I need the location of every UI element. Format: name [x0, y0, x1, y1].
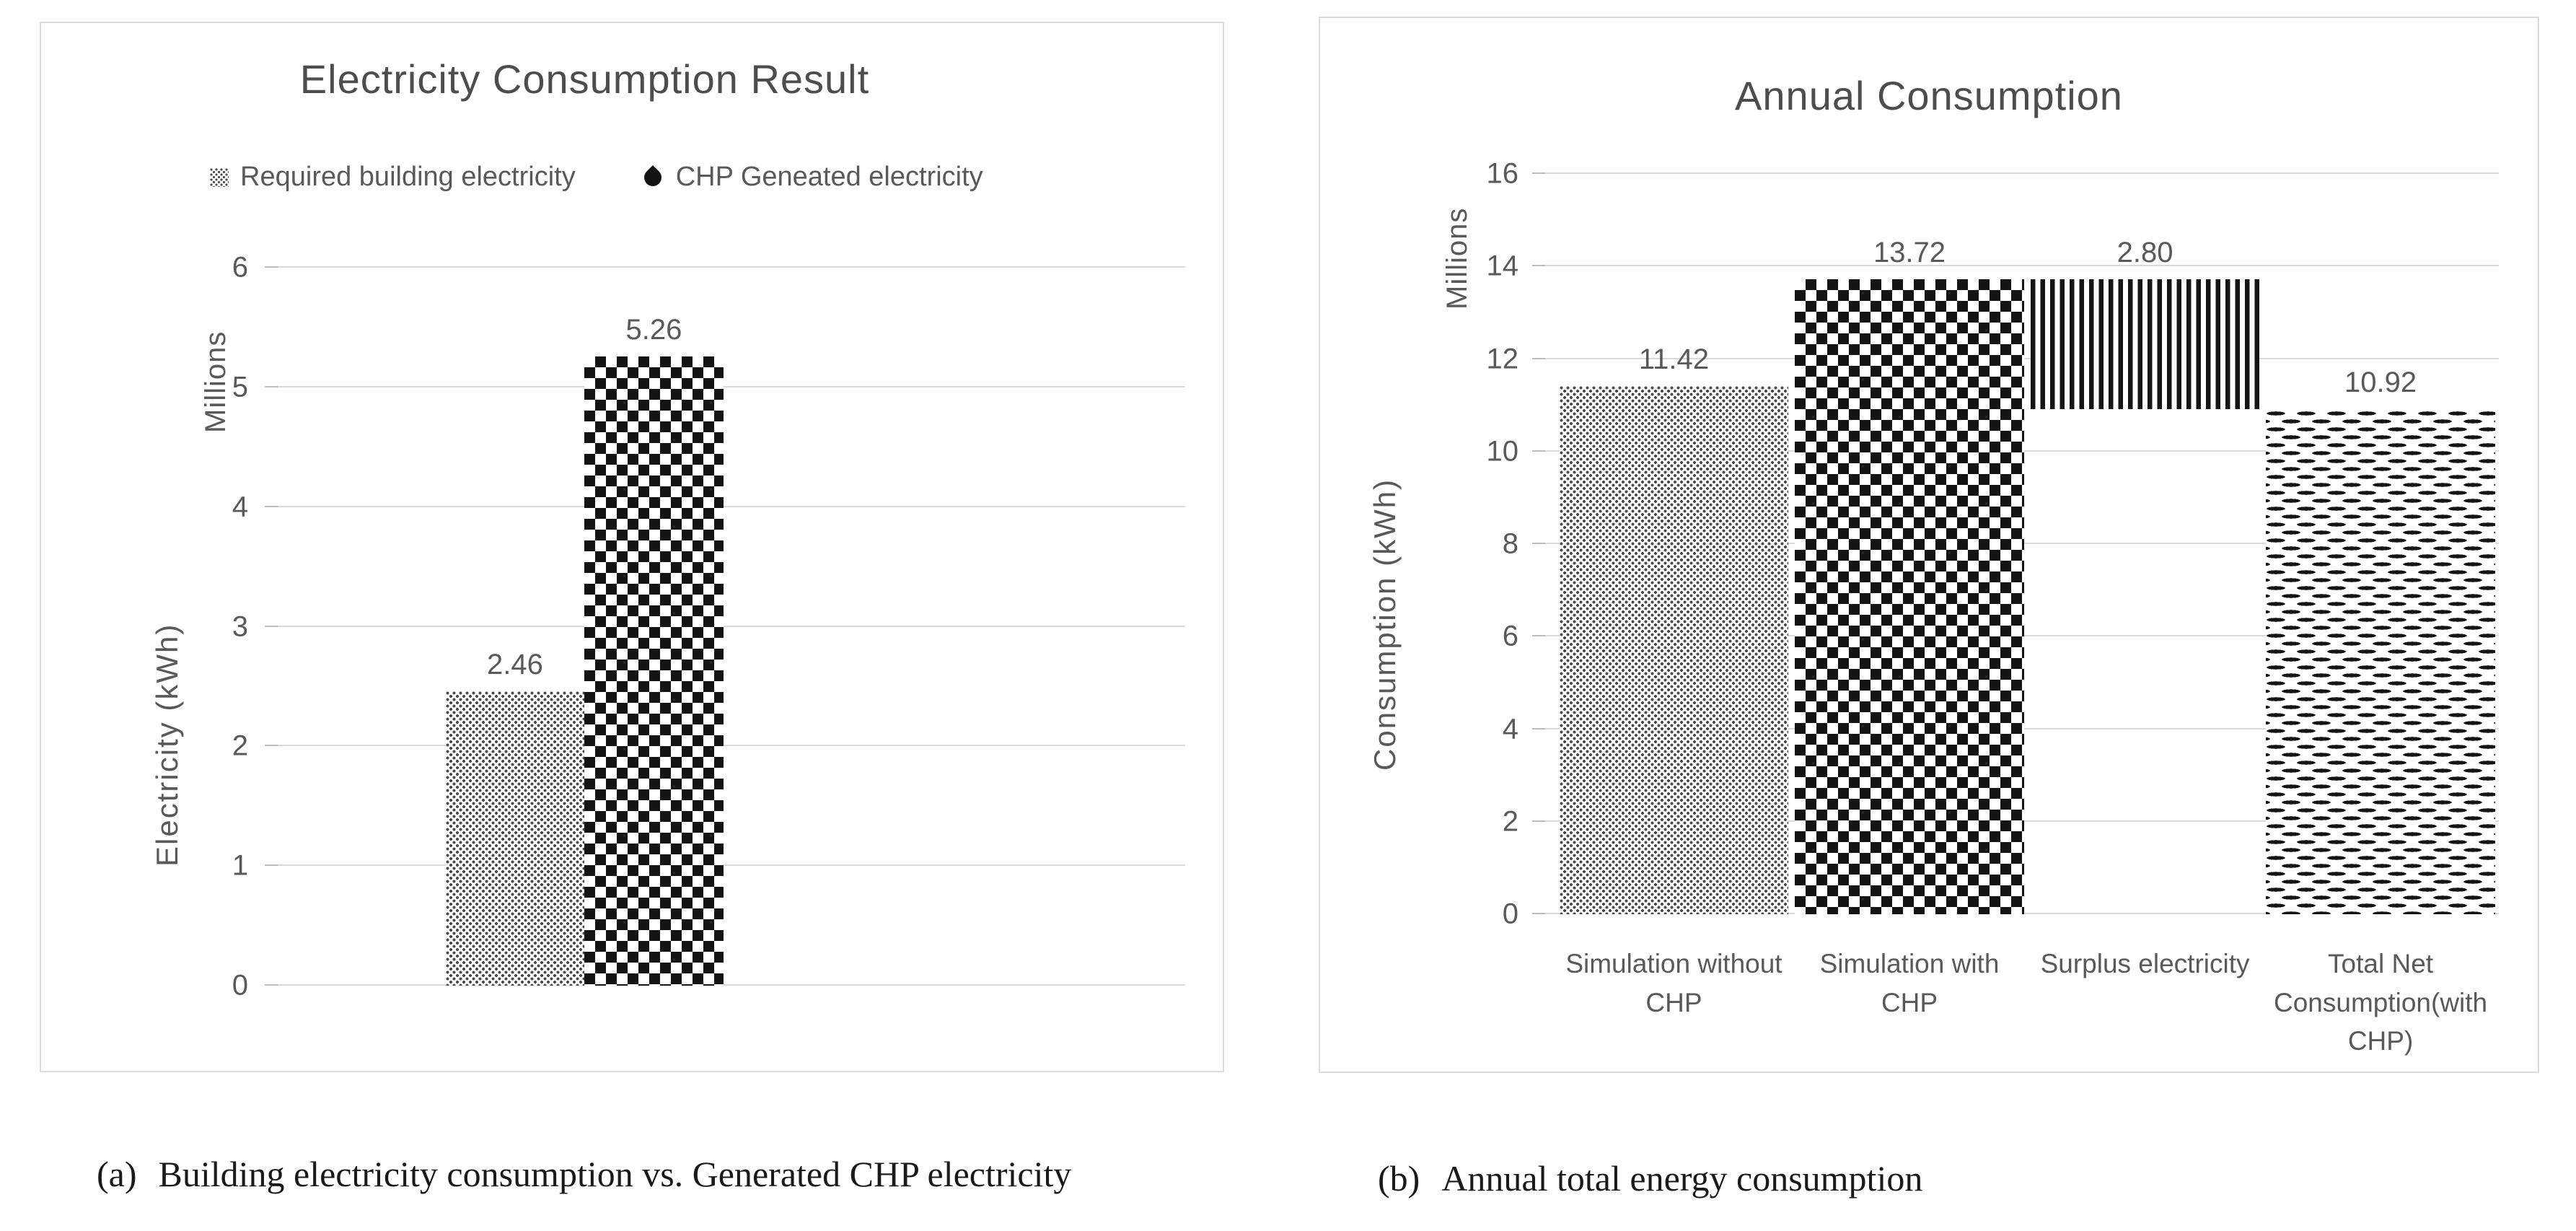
subcaption-b: (b) Annual total energy consumption [1378, 1157, 1922, 1199]
gridline [278, 625, 1185, 627]
chart-panel-annual-consumption: Annual Consumption Millions Consumption … [1319, 17, 2539, 1073]
axis-tick-mark [1532, 357, 1545, 359]
gridline [278, 864, 1185, 867]
bar-value-label: 2.80 [2116, 237, 2173, 269]
subcaption-a-index: (a) [97, 1154, 137, 1194]
y-tick-label: 6 [232, 251, 248, 284]
teardrop-marker-icon [640, 165, 665, 190]
axis-tick-mark [265, 385, 278, 387]
y-tick-label: 14 [1486, 250, 1519, 282]
y-tick-label: 0 [232, 969, 248, 1002]
axis-tick-mark [265, 745, 278, 747]
bar-value-label: 5.26 [625, 313, 682, 346]
axis-tick-mark [265, 984, 278, 986]
legend-item-chp-generated-electricity: CHP Geneated electricity [640, 162, 983, 193]
legend-label: Required building electricity [240, 162, 576, 192]
y-tick-label: 1 [232, 849, 248, 882]
axis-tick-mark [265, 266, 278, 268]
x-axis-category-labels: Simulation without CHP Simulation with CH… [1545, 945, 2499, 1074]
bar-value-label: 10.92 [2344, 366, 2417, 398]
legend-label: CHP Geneated electricity [675, 162, 983, 192]
chart-title: Annual Consumption [1735, 73, 2123, 118]
bar [1559, 385, 1789, 914]
x-category-label: Surplus electricity [2040, 949, 2250, 978]
bar [584, 356, 724, 986]
y-tick-label: 2 [232, 730, 248, 762]
gridline [278, 505, 1185, 507]
x-category-label: Simulation without CHP [1565, 949, 1782, 1017]
legend-item-required-building-electricity: Required building electricity [210, 162, 576, 193]
axis-tick-mark [1532, 543, 1545, 544]
bar [2266, 408, 2495, 914]
y-tick-label: 16 [1486, 157, 1519, 190]
x-category-label: Total Net Consumption(with CHP) [2273, 949, 2488, 1056]
axis-tick-mark [1532, 172, 1545, 174]
plot-area: 11.42 13.72 2.80 10.92 [1532, 172, 2499, 914]
axis-tick-mark [265, 625, 278, 627]
subcaption-a-text: Building electricity consumption vs. Gen… [158, 1154, 1072, 1194]
axis-tick-mark [1532, 635, 1545, 637]
axis-tick-mark [1532, 265, 1545, 267]
bar [1795, 279, 2024, 914]
axis-tick-mark [1532, 913, 1545, 914]
axis-tick-mark [1532, 450, 1545, 452]
gridline [1545, 172, 2499, 174]
y-tick-label: 3 [232, 610, 248, 642]
chart-legend: Required building electricity CHP Geneat… [41, 162, 1152, 193]
axis-tick-mark [265, 864, 278, 867]
y-tick-label: 5 [232, 371, 248, 403]
gridline [278, 984, 1185, 986]
bar [2030, 279, 2260, 409]
subcaption-b-index: (b) [1378, 1158, 1420, 1199]
chart-title: Electricity Consumption Result [299, 56, 870, 102]
plot-area: 2.46 5.26 [265, 266, 1185, 986]
gridline [278, 266, 1185, 268]
gridline [278, 385, 1185, 387]
bar [445, 691, 585, 986]
y-axis-tick-labels: 0 2 4 6 8 10 12 14 16 [1320, 158, 1519, 930]
axis-tick-mark [1532, 727, 1545, 730]
gridline [1545, 265, 2499, 267]
y-tick-label: 6 [1502, 620, 1518, 652]
bar-value-label: 13.72 [1873, 237, 1946, 269]
chart-panel-electricity-consumption-result: Electricity Consumption Result Required … [40, 22, 1224, 1072]
subcaption-b-text: Annual total energy consumption [1441, 1158, 1923, 1199]
y-tick-label: 10 [1486, 435, 1519, 468]
y-tick-label: 4 [1502, 713, 1518, 745]
y-tick-label: 8 [1502, 527, 1518, 560]
bar-value-label: 11.42 [1638, 343, 1710, 375]
y-tick-label: 2 [1502, 805, 1518, 838]
y-tick-label: 12 [1486, 343, 1519, 374]
x-category-label: Simulation with CHP [1819, 949, 2000, 1017]
y-axis-tick-labels: 0 1 2 3 4 5 6 [41, 252, 248, 1002]
bar-value-label: 2.46 [487, 649, 543, 681]
dots-swatch-icon [210, 167, 229, 187]
y-tick-label: 4 [232, 491, 248, 523]
subcaption-a: (a) Building electricity consumption vs. … [97, 1153, 1071, 1195]
axis-tick-mark [265, 505, 278, 507]
gridline [278, 745, 1185, 747]
y-tick-label: 0 [1502, 898, 1518, 930]
axis-tick-mark [1532, 820, 1545, 822]
